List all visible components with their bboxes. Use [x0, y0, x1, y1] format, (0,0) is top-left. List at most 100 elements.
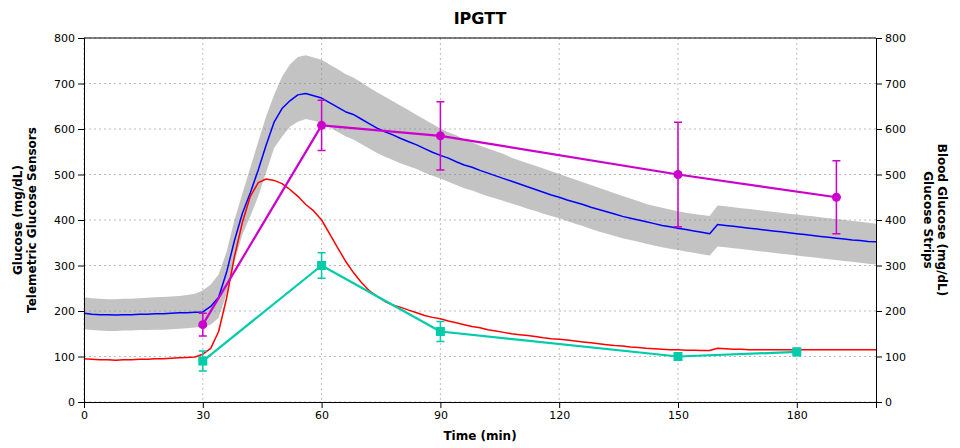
- tick: 300: [876, 260, 906, 273]
- tick-mark: [78, 175, 84, 176]
- grid: [84, 38, 876, 402]
- marker: [674, 352, 683, 361]
- error-bar: [318, 100, 326, 150]
- tick: 700: [876, 78, 906, 91]
- tick-label: 60: [315, 409, 329, 422]
- label-line: Glucose (mg/dL): [11, 165, 25, 275]
- tick: 0: [876, 396, 892, 409]
- tick-mark: [876, 311, 882, 312]
- tick-mark: [876, 175, 882, 176]
- series: [84, 179, 876, 360]
- tick-mark: [876, 266, 882, 267]
- tick: 200: [876, 305, 906, 318]
- tick-label: 800: [885, 32, 906, 45]
- plot-area: [84, 55, 876, 371]
- series: [198, 100, 841, 336]
- tick-label: 200: [54, 305, 75, 318]
- x-axis-label: Time (min): [443, 429, 516, 443]
- tick-mark: [559, 402, 560, 408]
- grid-line-x: [202, 38, 203, 402]
- tick: 500: [54, 169, 84, 182]
- line: [203, 125, 837, 324]
- y2-axis-label: Blood Glucose (mg/dL)Glucose Strips: [921, 144, 949, 297]
- tick-mark: [797, 402, 798, 408]
- tick: 800: [54, 32, 84, 45]
- tick-label: 300: [54, 260, 75, 273]
- tick-label: 600: [54, 123, 75, 136]
- tick-mark: [876, 38, 882, 39]
- series: [198, 253, 801, 371]
- title: IPGTT: [454, 9, 507, 28]
- tick: 100: [876, 351, 906, 364]
- band: [84, 55, 876, 331]
- tick-label: 150: [668, 409, 689, 422]
- error-bar: [436, 321, 444, 341]
- error-bar: [318, 253, 326, 278]
- series: [84, 94, 876, 316]
- tick-label: 300: [885, 260, 906, 273]
- tick: 200: [54, 305, 84, 318]
- marker: [436, 327, 445, 336]
- tick-label: 400: [54, 214, 75, 227]
- marker: [198, 357, 207, 366]
- tick-label: 800: [54, 32, 75, 45]
- tick: 600: [54, 123, 84, 136]
- series: [84, 55, 876, 331]
- tick-label: 0: [68, 396, 75, 409]
- plot-root: 0 30 60 90 120 150 180 0 100 200 300 400 500 600 700 80…: [11, 9, 949, 443]
- label-line: Blood Glucose (mg/dL): [935, 144, 949, 297]
- tick-mark: [78, 220, 84, 221]
- tick-mark: [876, 129, 882, 130]
- tick-mark: [876, 357, 882, 358]
- tick: 400: [876, 214, 906, 227]
- grid-line-y: [84, 38, 876, 39]
- y2-axis: 0 100 200 300 400 500 600 700 800: [876, 32, 906, 409]
- y-axis-label: Glucose (mg/dL)Telemetric Glucose Sensor…: [11, 127, 39, 313]
- tick-mark: [78, 357, 84, 358]
- tick-label: 0: [885, 396, 892, 409]
- tick-mark: [78, 38, 84, 39]
- tick-label: 500: [54, 169, 75, 182]
- tick-label: 120: [549, 409, 570, 422]
- error-bar: [832, 161, 840, 234]
- error-bar: [199, 351, 207, 371]
- tick-mark: [78, 266, 84, 267]
- tick-mark: [876, 220, 882, 221]
- tick: 0: [68, 396, 84, 409]
- marker: [832, 193, 841, 202]
- tick-label: 30: [196, 409, 210, 422]
- tick-mark: [678, 402, 679, 408]
- chart-container: 0 30 60 90 120 150 180 0 100 200 300 400 500 600 700 80…: [0, 0, 960, 448]
- line: [84, 179, 876, 360]
- tick-mark: [876, 402, 882, 403]
- marker: [317, 261, 326, 270]
- tick: 180: [787, 402, 808, 422]
- tick: 60: [315, 402, 329, 422]
- tick-label: 0: [81, 409, 88, 422]
- tick-mark: [322, 402, 323, 408]
- tick: 500: [876, 169, 906, 182]
- line: [84, 94, 876, 316]
- tick: 90: [434, 402, 448, 422]
- tick-mark: [78, 311, 84, 312]
- tick-label: 180: [787, 409, 808, 422]
- tick-label: 400: [885, 214, 906, 227]
- label-line: Telemetric Glucose Sensors: [25, 127, 39, 313]
- tick-label: 600: [885, 123, 906, 136]
- tick-label: 200: [885, 305, 906, 318]
- tick: 120: [549, 402, 570, 422]
- tick-mark: [440, 402, 441, 408]
- tick-label: 100: [885, 351, 906, 364]
- error-bar: [199, 313, 207, 336]
- marker: [317, 121, 326, 130]
- marker: [792, 347, 801, 356]
- error-bar: [674, 353, 682, 360]
- tick: 400: [54, 214, 84, 227]
- tick: 30: [196, 402, 210, 422]
- tick-mark: [78, 402, 84, 403]
- label-line: Glucose Strips: [921, 171, 935, 268]
- axis-line: [877, 39, 883, 403]
- frame-top: [84, 38, 876, 39]
- tick-mark: [876, 84, 882, 85]
- tick-label: 500: [885, 169, 906, 182]
